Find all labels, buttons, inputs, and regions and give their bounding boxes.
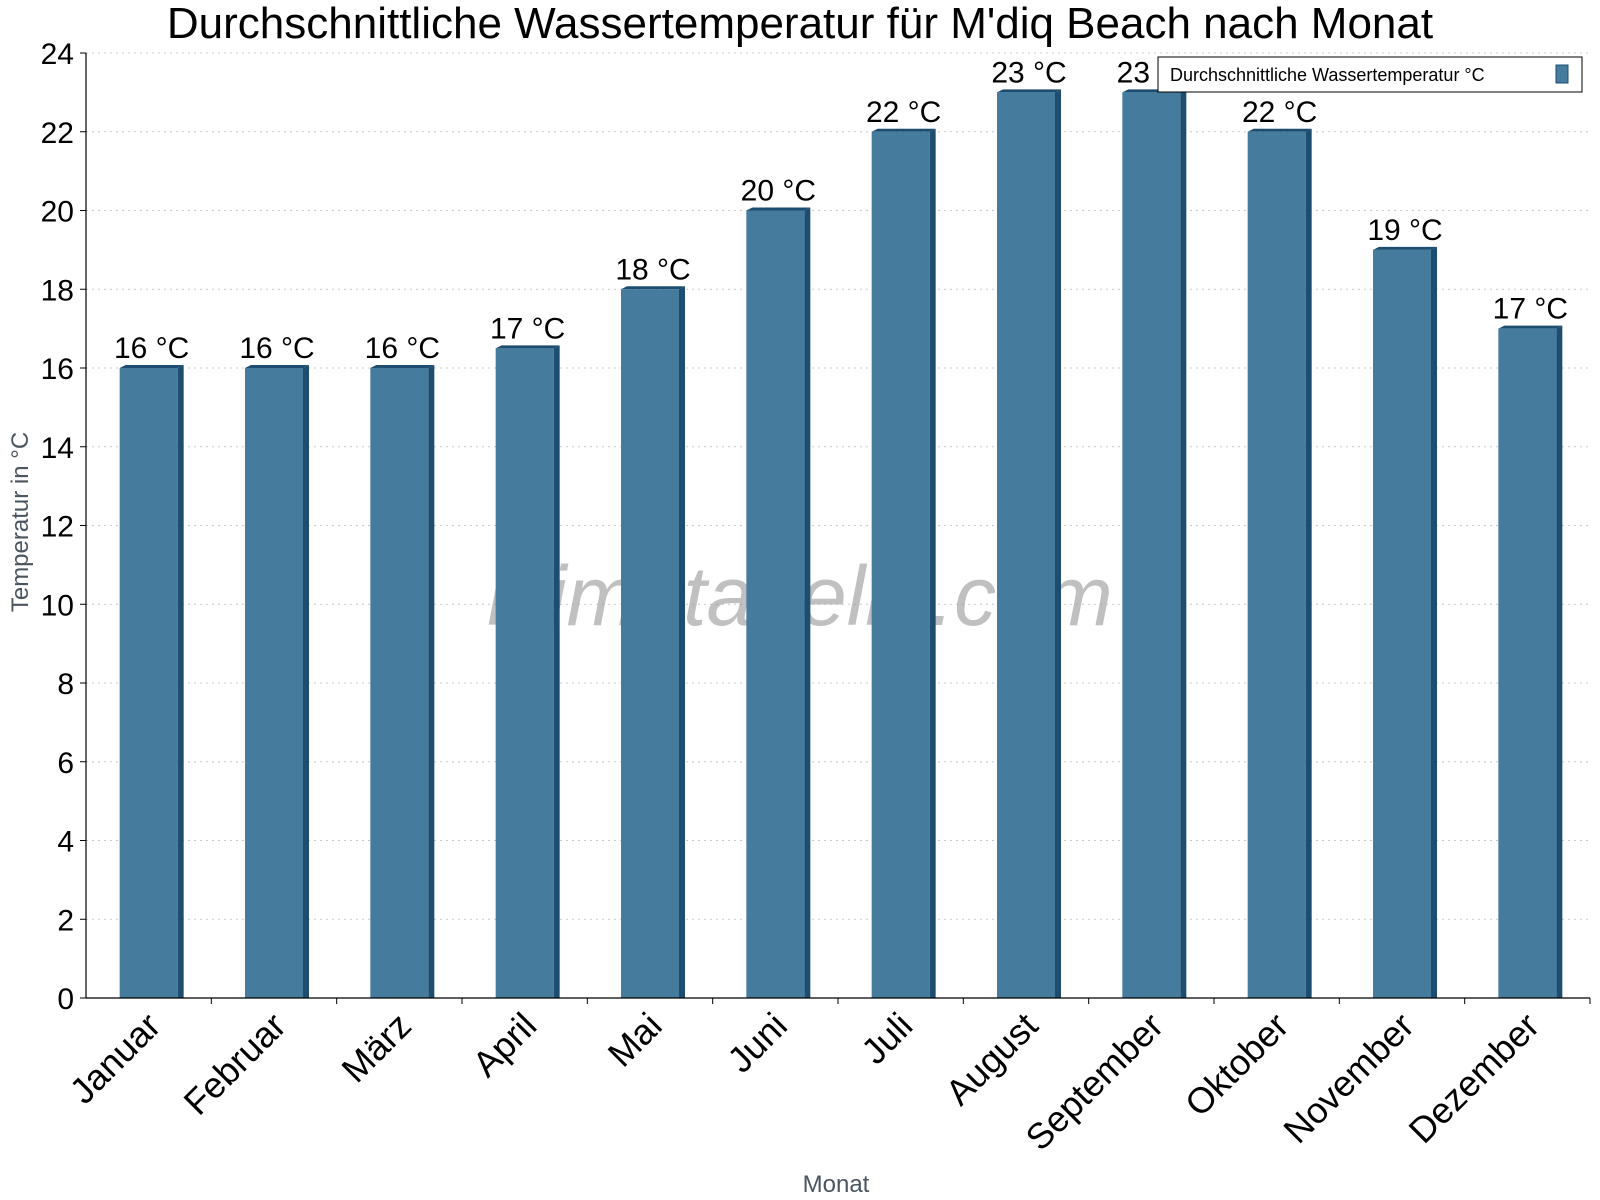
bar-side (679, 286, 685, 998)
bar-side (428, 365, 435, 998)
bar-side (303, 365, 309, 998)
bar (621, 289, 679, 998)
bar-group: 18 °C (615, 253, 691, 998)
bar-side (553, 345, 560, 998)
x-tick-label: Januar (61, 1005, 168, 1112)
bar-top (1373, 246, 1437, 250)
x-axis-label: Monat (803, 1171, 870, 1198)
bar-value-label: 17 °C (1493, 293, 1568, 326)
bar-side (1431, 246, 1437, 998)
bar-top (370, 365, 435, 368)
bar (1373, 249, 1431, 998)
bar-value-label: 23 °C (991, 56, 1066, 89)
bar (1498, 328, 1557, 998)
x-tick-label: März (333, 1005, 419, 1091)
bar-group: 17 °C (1493, 293, 1568, 998)
legend-label: Durchschnittliche Wassertemperatur °C (1170, 65, 1485, 85)
bar-side (177, 365, 184, 998)
x-tick-label: Dezember (1401, 1005, 1547, 1151)
x-tick-label: April (464, 1005, 544, 1085)
bar-value-label: 18 °C (615, 253, 690, 286)
bar-value-label: 22 °C (866, 96, 941, 129)
bar-top (119, 365, 184, 368)
bar-value-label: 17 °C (490, 312, 565, 345)
y-tick-label: 8 (57, 668, 74, 701)
legend-swatch (1555, 64, 1569, 84)
y-tick-label: 14 (41, 432, 74, 465)
bar-side (1305, 128, 1312, 998)
bar-side (804, 207, 811, 998)
bar-side (1180, 89, 1187, 998)
x-tick-label: August (937, 1005, 1045, 1113)
bar-side (1556, 325, 1563, 998)
x-tick-label: Mai (600, 1005, 670, 1075)
y-tick-label: 22 (41, 117, 74, 150)
bar-group: 22 °C (1242, 96, 1317, 998)
bar-group: 17 °C (490, 312, 565, 998)
x-tick-label: November (1275, 1005, 1421, 1151)
bar-value-label: 16 °C (114, 332, 189, 365)
bar-top (621, 286, 685, 290)
bar-side (1055, 89, 1061, 998)
bar-group: 19 °C (1367, 214, 1443, 998)
y-tick-label: 0 (57, 983, 74, 1016)
x-tick-label: Februar (176, 1005, 294, 1123)
x-tick-label: Juli (853, 1005, 920, 1072)
grid (86, 52, 1590, 920)
y-tick-label: 20 (41, 196, 74, 229)
bar (1122, 92, 1181, 998)
bar (746, 210, 805, 998)
y-axis-label: Temperatur in °C (7, 432, 34, 612)
bar-group: 20 °C (741, 175, 816, 998)
bar (1247, 131, 1306, 998)
bar (245, 368, 303, 998)
y-tick-label: 10 (41, 589, 74, 622)
y-tick-label: 12 (41, 511, 74, 544)
bar-group: 23 °C (1117, 56, 1192, 998)
bars: 16 °C 16 °C 16 °C 17 °C 18 °C 20 °C 22 °C 23 °C… (114, 56, 1568, 998)
x-tick-label: Oktober (1177, 1005, 1297, 1125)
bar-top (1498, 325, 1563, 329)
bar-group: 16 °C (365, 332, 440, 998)
bar (997, 92, 1055, 998)
y-tick-label: 2 (57, 904, 74, 937)
y-tick-label: 6 (57, 747, 74, 780)
bar-group: 23 °C (991, 56, 1067, 998)
x-tick-label: September (1017, 1005, 1171, 1159)
bar-side (929, 128, 936, 998)
y-tick-label: 16 (41, 353, 74, 386)
bar-value-label: 22 °C (1242, 96, 1317, 129)
y-tick-label: 24 (41, 38, 74, 71)
bar (119, 368, 178, 998)
bar-top (746, 207, 811, 211)
bar-top (495, 345, 560, 349)
y-tick-label: 4 (57, 826, 74, 859)
bar-value-label: 19 °C (1367, 214, 1442, 247)
bar-group: 16 °C (114, 332, 189, 998)
legend-box (1157, 56, 1583, 93)
bar-value-label: 20 °C (741, 175, 816, 208)
bar-top (1247, 128, 1312, 132)
bar (871, 131, 930, 998)
x-tick-label: Juni (719, 1005, 795, 1081)
bar-group: 16 °C (239, 332, 315, 998)
bar-group: 22 °C (866, 96, 941, 998)
bar-top (245, 365, 309, 368)
bar-top (871, 128, 936, 132)
legend: Durchschnittliche Wassertemperatur °C (1157, 56, 1583, 93)
bar (370, 368, 429, 998)
y-tick-label: 18 (41, 274, 74, 307)
bar-top (997, 89, 1061, 93)
bar (495, 348, 554, 998)
chart-title: Durchschnittliche Wassertemperatur für M… (167, 0, 1433, 48)
bar-value-label: 16 °C (239, 332, 314, 365)
bar-value-label: 16 °C (365, 332, 440, 365)
